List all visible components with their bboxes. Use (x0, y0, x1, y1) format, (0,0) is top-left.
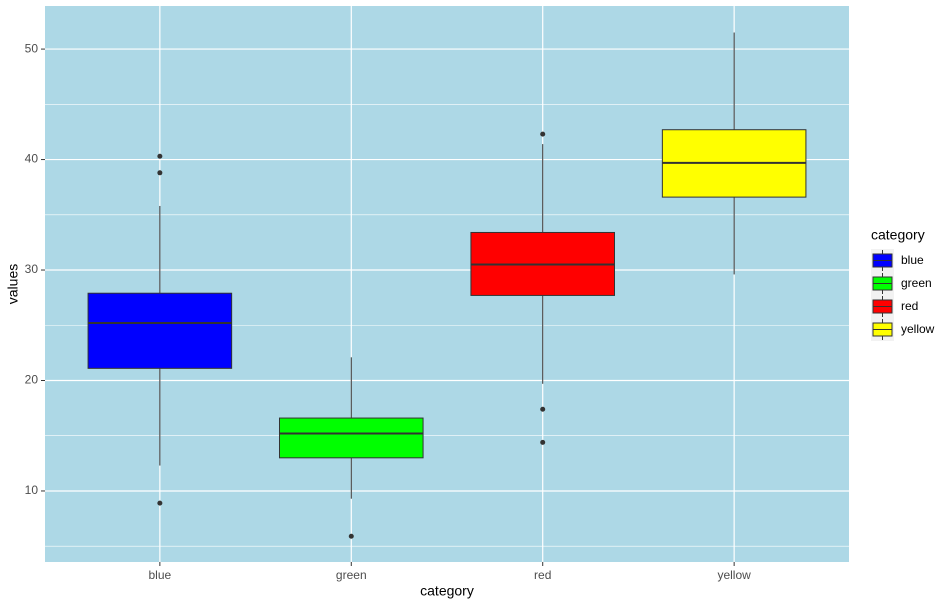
legend-label: red (901, 299, 918, 313)
legend-label: yellow (901, 322, 935, 336)
y-tick-label: 40 (25, 152, 39, 166)
y-tick-label: 50 (25, 41, 39, 55)
legend-label: green (901, 276, 932, 290)
outlier (157, 170, 163, 176)
box (87, 292, 233, 369)
outlier (157, 500, 163, 506)
x-axis-title: category (420, 583, 474, 599)
x-tick-label: yellow (717, 568, 751, 582)
box (279, 417, 424, 459)
outlier (540, 439, 546, 445)
y-axis-title: values (5, 264, 21, 304)
outlier (348, 533, 354, 539)
y-tick-label: 20 (25, 373, 39, 387)
legend-title: category (871, 227, 925, 243)
y-tick-label: 30 (25, 262, 39, 276)
x-tick-label: blue (149, 568, 172, 582)
y-tick-label: 10 (25, 483, 39, 497)
x-tick-label: green (336, 568, 367, 582)
outlier (540, 131, 546, 137)
x-tick-label: red (534, 568, 551, 582)
legend-label: blue (901, 253, 924, 267)
outlier (157, 153, 163, 159)
outlier (540, 406, 546, 412)
plot-panel (45, 6, 849, 562)
